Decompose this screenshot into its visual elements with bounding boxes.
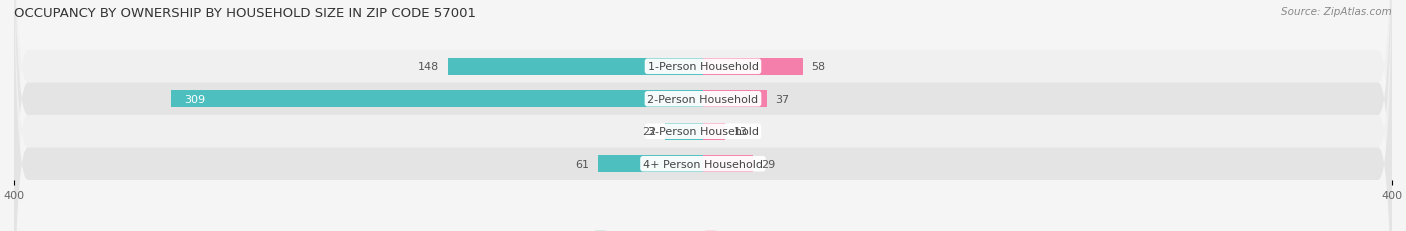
FancyBboxPatch shape bbox=[14, 0, 1392, 231]
Text: 4+ Person Household: 4+ Person Household bbox=[643, 159, 763, 169]
Text: 61: 61 bbox=[575, 159, 589, 169]
FancyBboxPatch shape bbox=[14, 0, 1392, 231]
Text: 309: 309 bbox=[184, 94, 205, 104]
Text: OCCUPANCY BY OWNERSHIP BY HOUSEHOLD SIZE IN ZIP CODE 57001: OCCUPANCY BY OWNERSHIP BY HOUSEHOLD SIZE… bbox=[14, 7, 477, 20]
FancyBboxPatch shape bbox=[14, 0, 1392, 231]
Bar bbox=[703, 91, 766, 108]
Text: 148: 148 bbox=[418, 62, 440, 72]
Text: 13: 13 bbox=[734, 127, 748, 137]
Legend: Owner-occupied, Renter-occupied: Owner-occupied, Renter-occupied bbox=[591, 227, 815, 231]
Bar bbox=[703, 123, 725, 140]
Bar bbox=[449, 59, 703, 75]
Text: 3-Person Household: 3-Person Household bbox=[648, 127, 758, 137]
Bar bbox=[598, 156, 703, 172]
Text: 58: 58 bbox=[811, 62, 825, 72]
Text: 2-Person Household: 2-Person Household bbox=[647, 94, 759, 104]
Text: 37: 37 bbox=[775, 94, 789, 104]
Bar bbox=[170, 91, 703, 108]
Bar bbox=[703, 59, 803, 75]
Text: 22: 22 bbox=[643, 127, 657, 137]
Text: 1-Person Household: 1-Person Household bbox=[648, 62, 758, 72]
Bar bbox=[665, 123, 703, 140]
FancyBboxPatch shape bbox=[14, 0, 1392, 231]
Text: Source: ZipAtlas.com: Source: ZipAtlas.com bbox=[1281, 7, 1392, 17]
Text: 29: 29 bbox=[762, 159, 776, 169]
Bar bbox=[703, 156, 754, 172]
